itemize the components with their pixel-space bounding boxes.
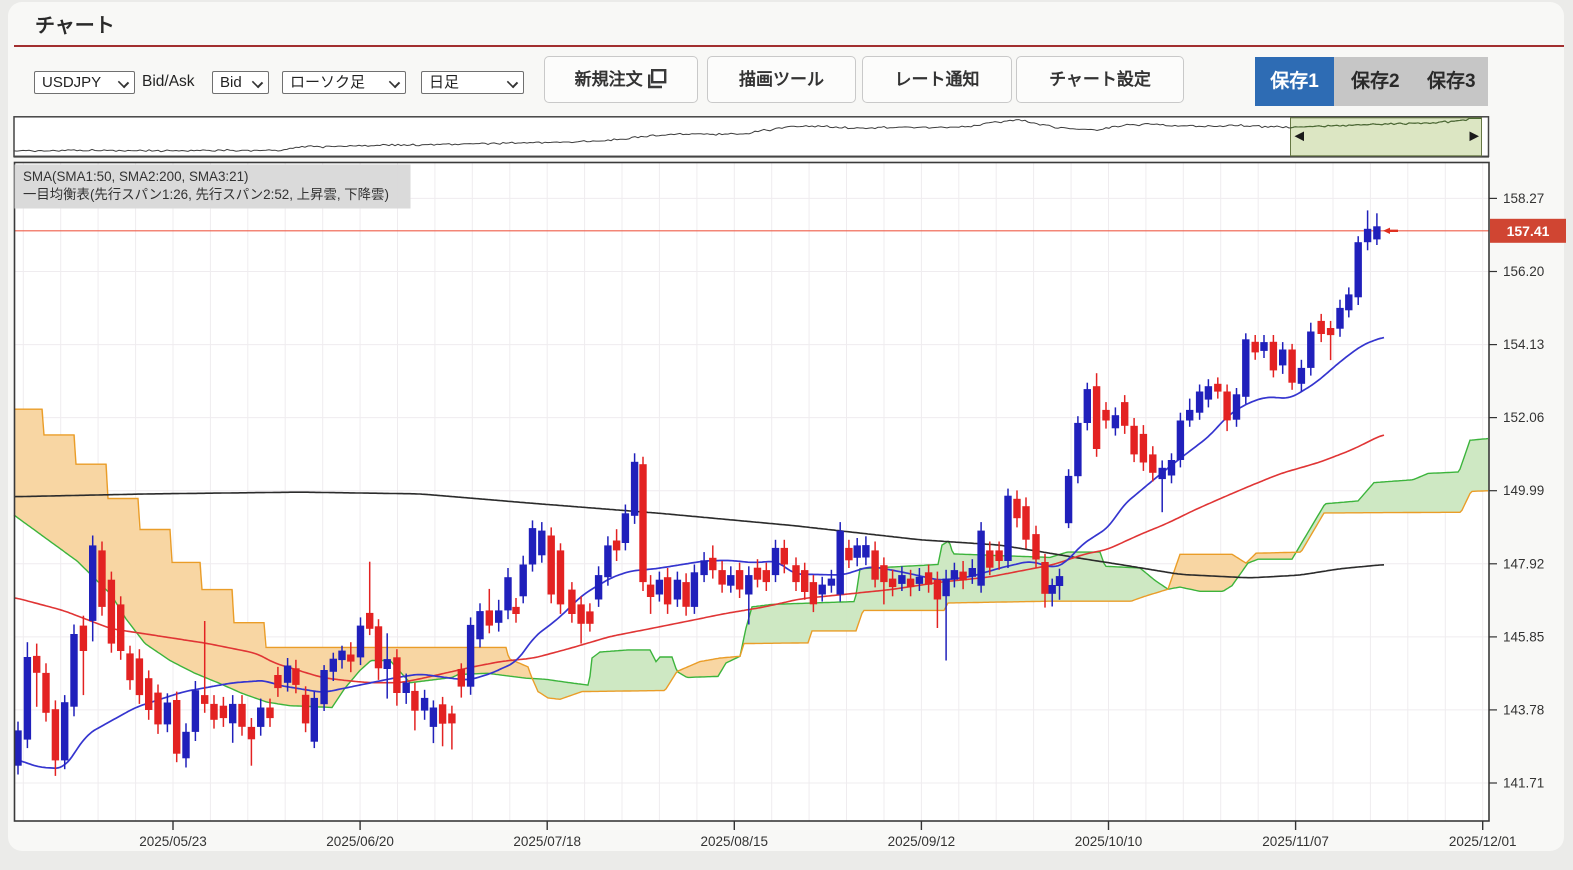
svg-text:143.78: 143.78: [1503, 702, 1544, 717]
svg-text:145.85: 145.85: [1503, 629, 1544, 644]
svg-text:2025/09/12: 2025/09/12: [888, 834, 956, 849]
svg-text:149.99: 149.99: [1503, 483, 1544, 498]
svg-text:一目均衡表(先行スパン1:26, 先行スパン2:52, 上昇: 一目均衡表(先行スパン1:26, 先行スパン2:52, 上昇雲, 下降雲): [23, 187, 389, 202]
svg-text:SMA(SMA1:50, SMA2:200, SMA3:21: SMA(SMA1:50, SMA2:200, SMA3:21): [23, 169, 249, 184]
svg-text:154.13: 154.13: [1503, 337, 1544, 352]
svg-text:141.71: 141.71: [1503, 776, 1544, 791]
svg-text:2025/11/07: 2025/11/07: [1262, 834, 1329, 849]
svg-text:152.06: 152.06: [1503, 410, 1544, 425]
svg-text:147.92: 147.92: [1503, 556, 1544, 571]
svg-text:2025/05/23: 2025/05/23: [139, 834, 207, 849]
svg-text:2025/10/10: 2025/10/10: [1075, 834, 1143, 849]
svg-text:2025/12/01: 2025/12/01: [1449, 834, 1517, 849]
svg-text:157.41: 157.41: [1507, 223, 1550, 239]
svg-text:158.27: 158.27: [1503, 191, 1544, 206]
svg-text:2025/07/18: 2025/07/18: [513, 834, 581, 849]
svg-text:156.20: 156.20: [1503, 264, 1544, 279]
svg-text:2025/06/20: 2025/06/20: [326, 834, 394, 849]
svg-text:2025/08/15: 2025/08/15: [701, 834, 769, 849]
